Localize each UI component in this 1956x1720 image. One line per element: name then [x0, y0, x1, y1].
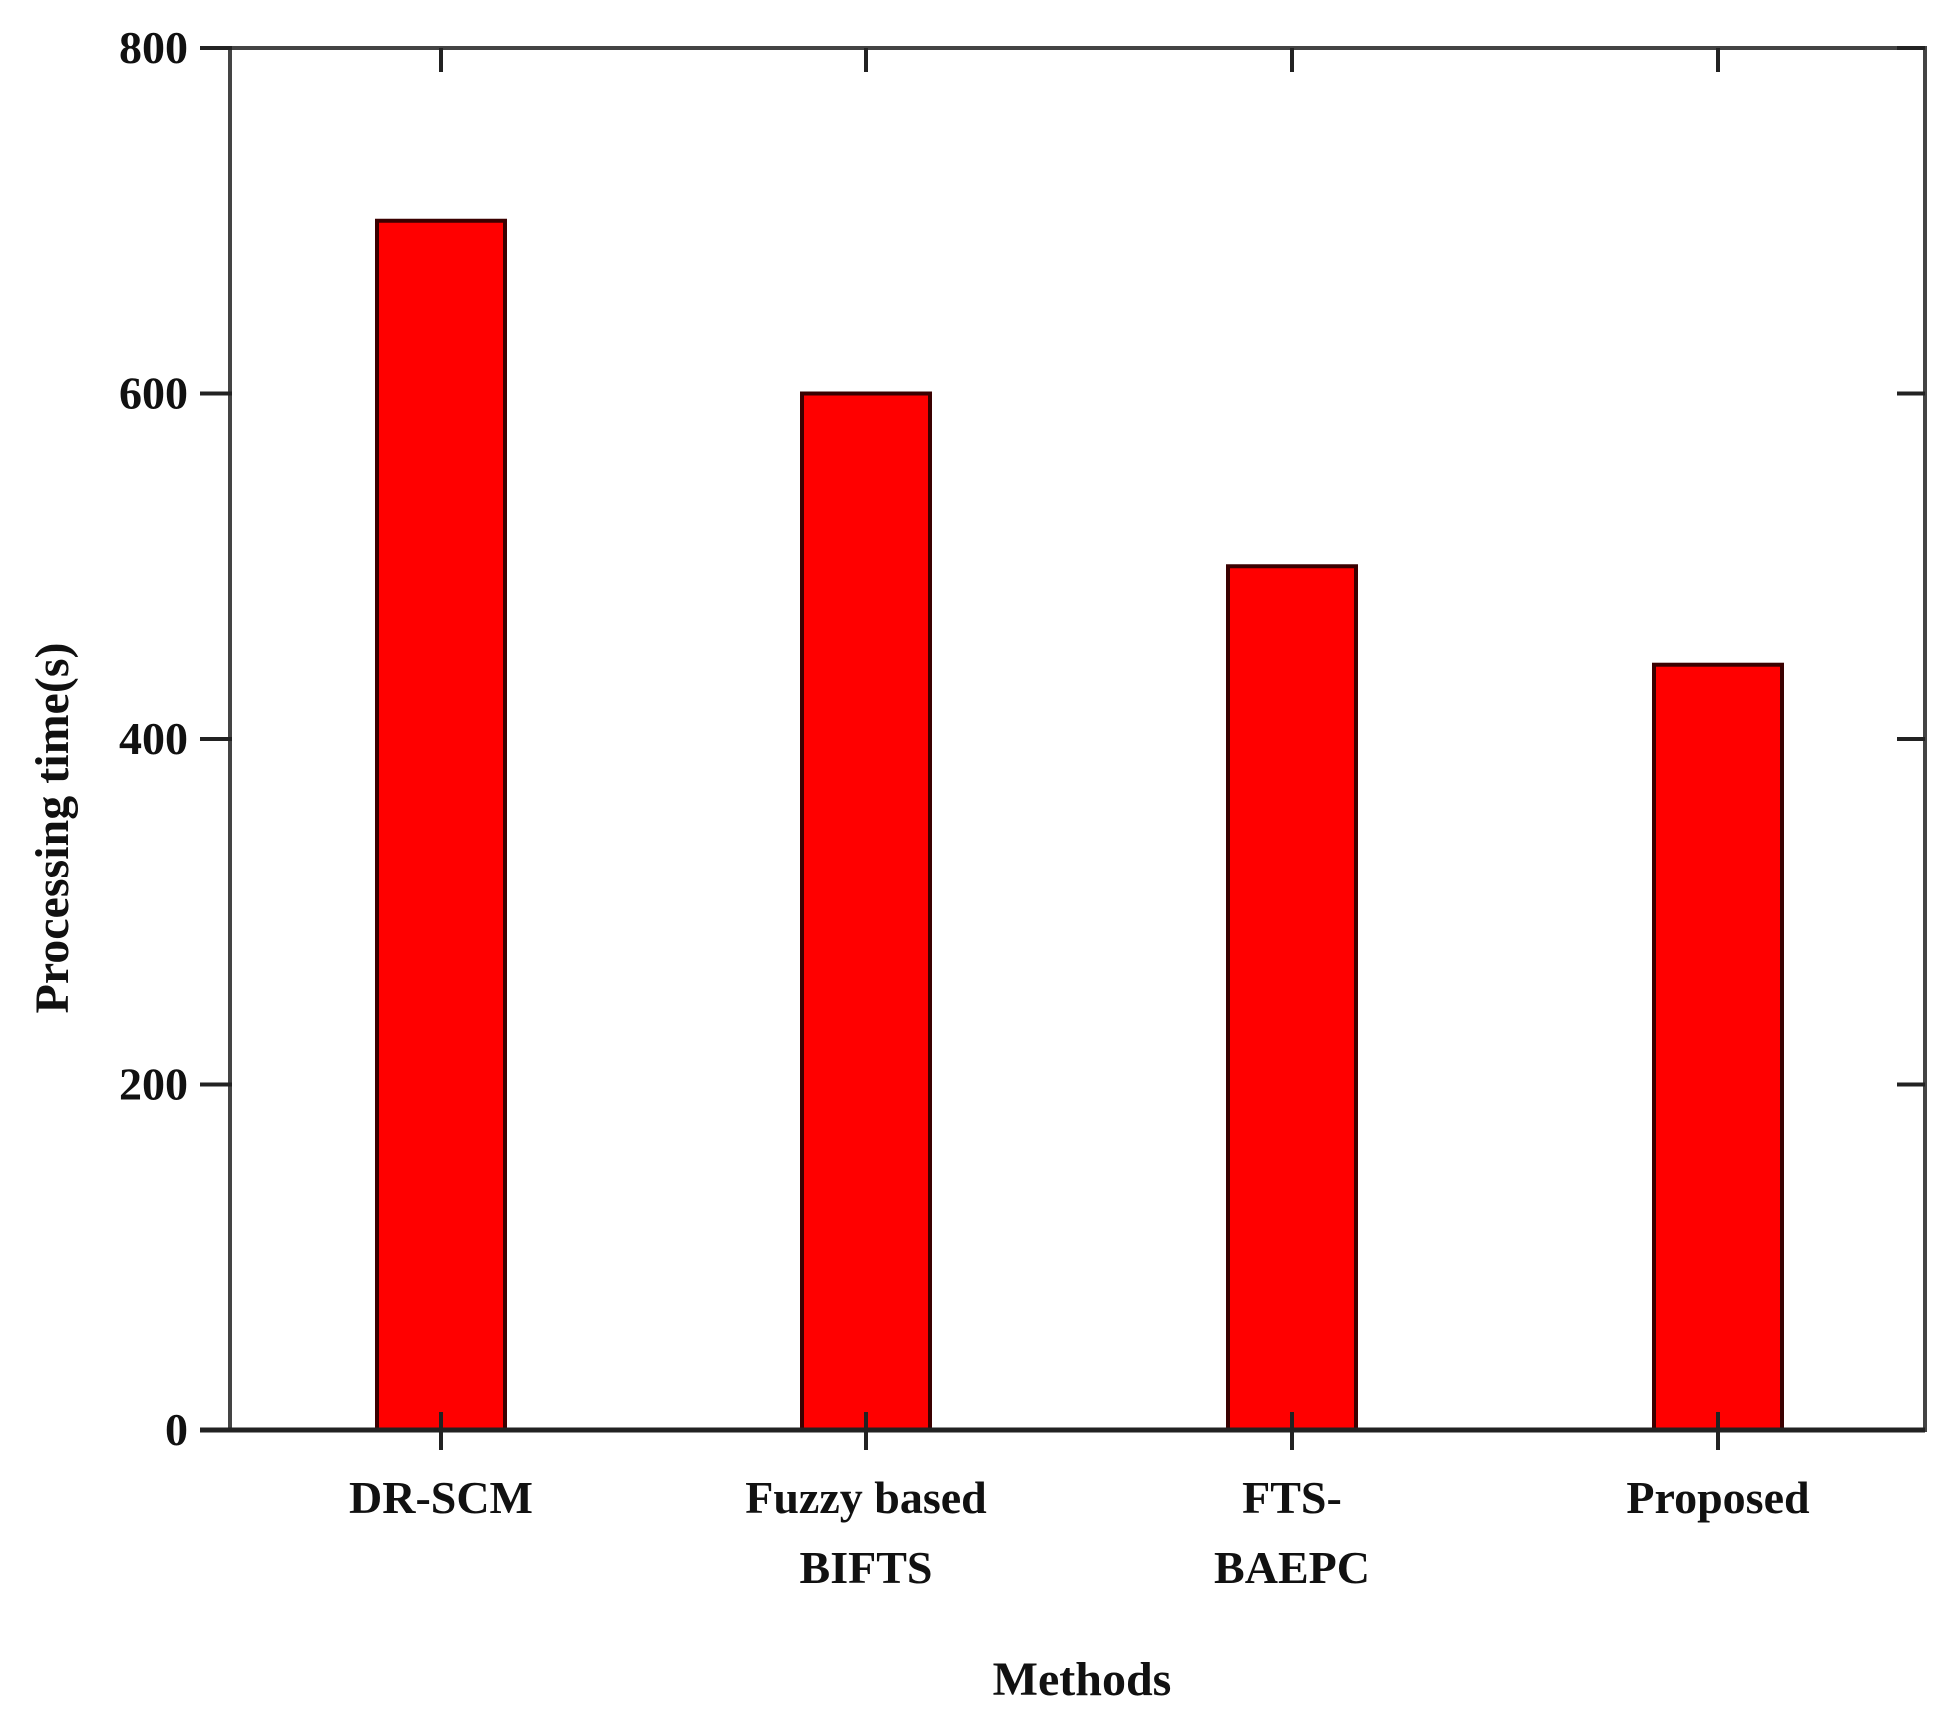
- y-tick-label-0: 0: [165, 1404, 188, 1455]
- bar-3: [1652, 662, 1784, 1432]
- x-tick-label-0: DR-SCM: [349, 1472, 533, 1523]
- bar-1: [800, 391, 932, 1432]
- y-tick-label-1: 200: [119, 1059, 188, 1110]
- bar-2: [1226, 564, 1358, 1432]
- x-axis-title: Methods: [993, 1653, 1172, 1706]
- y-ticks-group: 0 200 400 600 800: [119, 22, 1925, 1455]
- bar-0: [375, 218, 507, 1432]
- x-ticks-group: DR-SCM Fuzzy based BIFTS FTS-BAEPC Proposed: [349, 48, 1810, 1593]
- y-tick-label-2: 400: [119, 713, 188, 764]
- y-axis-title: Processing time(s): [26, 642, 79, 1013]
- y-tick-label-3: 600: [119, 368, 188, 419]
- bars-group: [375, 218, 1784, 1432]
- x-tick-label-3: Proposed: [1626, 1472, 1810, 1523]
- x-tick-label-1: Fuzzy based BIFTS: [745, 1472, 987, 1593]
- x-tick-label-2: FTS-BAEPC: [1214, 1472, 1370, 1593]
- y-tick-label-4: 800: [119, 22, 188, 73]
